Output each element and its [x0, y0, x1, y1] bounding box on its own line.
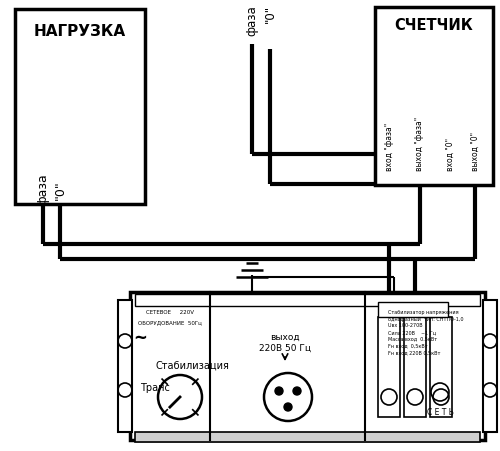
FancyBboxPatch shape: [15, 10, 145, 205]
Text: С Е Т Ь: С Е Т Ь: [426, 408, 454, 417]
Circle shape: [284, 403, 292, 411]
Text: вход "0": вход "0": [446, 138, 454, 170]
Text: выход "фаза": выход "фаза": [416, 116, 424, 170]
Text: "0": "0": [54, 180, 66, 199]
Text: вход "фаза": вход "фаза": [386, 123, 394, 170]
Text: "0": "0": [264, 5, 276, 23]
FancyBboxPatch shape: [375, 8, 493, 186]
FancyBboxPatch shape: [404, 318, 426, 417]
FancyBboxPatch shape: [118, 300, 132, 432]
Text: фаза: фаза: [36, 173, 50, 206]
FancyBboxPatch shape: [378, 302, 448, 318]
FancyBboxPatch shape: [430, 318, 452, 417]
FancyBboxPatch shape: [378, 318, 400, 417]
FancyBboxPatch shape: [135, 295, 480, 306]
Circle shape: [293, 387, 301, 395]
Circle shape: [275, 387, 283, 395]
FancyBboxPatch shape: [483, 300, 497, 432]
Text: СЕТЕВОЕ     220V: СЕТЕВОЕ 220V: [146, 310, 194, 315]
Text: СЧЕТЧИК: СЧЕТЧИК: [394, 18, 473, 33]
Text: выход
220В 50 Гц: выход 220В 50 Гц: [259, 332, 311, 352]
Text: Стабилизатор напряжения
однофазный  тип: СНТПО-1,0
Uвх 100-270В
Сила 220В    ~1 : Стабилизатор напряжения однофазный тип: …: [388, 309, 464, 354]
Text: ~: ~: [133, 328, 147, 346]
FancyBboxPatch shape: [135, 432, 480, 442]
Text: Транс: Транс: [140, 382, 170, 392]
Text: ОБОРУДОВАНИЕ  50Гц: ОБОРУДОВАНИЕ 50Гц: [138, 320, 202, 325]
Text: НАГРУЗКА: НАГРУЗКА: [34, 24, 126, 39]
Text: выход "0": выход "0": [470, 132, 480, 170]
FancyBboxPatch shape: [130, 292, 485, 440]
Text: фаза: фаза: [246, 5, 258, 36]
Text: Стабилизация: Стабилизация: [155, 360, 229, 370]
